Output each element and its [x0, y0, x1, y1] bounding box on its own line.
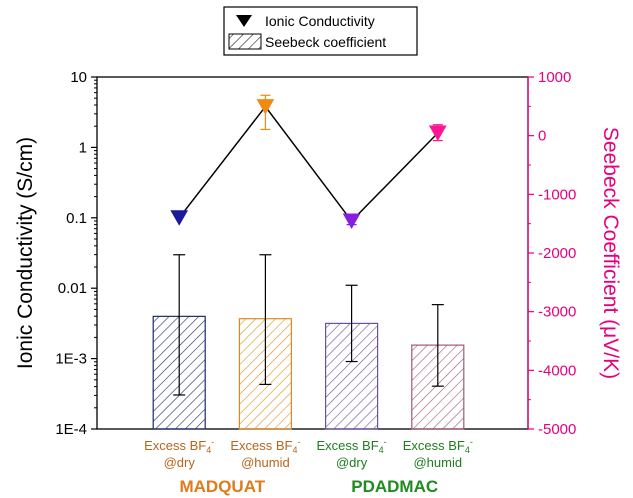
y-left-tick-label: 1 — [79, 139, 87, 156]
legend: Ionic Conductivity Seebeck coefficient — [223, 6, 418, 56]
y-right-tick-label: 0 — [538, 128, 546, 145]
y-axis-label-left: Ionic Conductivity (S/cm) — [14, 137, 37, 369]
category-label-subscript: 4 — [292, 445, 297, 455]
category-label-superscript: - — [470, 437, 473, 447]
ionic-conductivity-series — [170, 94, 447, 230]
ionic-conductivity-point — [256, 99, 275, 115]
right-axis: 1000 0 -1000 -2000 -3000 -4000 -5000 — [527, 69, 576, 438]
ionic-conductivity-point — [428, 125, 447, 142]
y-left-tick-label: 1E-4 — [55, 421, 87, 438]
y-right-tick-label: -5000 — [538, 421, 576, 438]
y-right-tick-label: -2000 — [538, 245, 576, 262]
y-left-tick-label: 10 — [70, 69, 87, 86]
category-label-line2: @dry — [164, 455, 196, 470]
ionic-conductivity-point — [170, 210, 189, 226]
category-label-line1: Excess BF4- — [403, 437, 473, 455]
y-left-tick-label: 0.1 — [66, 210, 87, 227]
legend-marker-seebeck — [228, 33, 262, 50]
category-label-subscript: 4 — [379, 445, 384, 455]
category-label-line2: @dry — [336, 455, 368, 470]
ionic-conductivity-line — [178, 105, 439, 223]
category-label-superscript: - — [384, 437, 387, 447]
y-right-tick-label: 1000 — [538, 69, 571, 86]
y-right-tick-label: -3000 — [538, 304, 576, 321]
category-label-subscript: 4 — [465, 445, 470, 455]
y-right-tick-label: -1000 — [538, 186, 576, 203]
category-label-subscript: 4 — [206, 445, 211, 455]
left-axis: 10 1 0.1 0.01 1E-3 1E-4 — [55, 69, 97, 438]
legend-marker-ionic — [236, 15, 252, 27]
group-label: PDADMAC — [351, 477, 438, 496]
category-label-superscript: - — [297, 437, 300, 447]
group-labels: MADQUAT PDADMAC — [179, 477, 438, 496]
y-left-tick-label: 0.01 — [58, 280, 87, 297]
category-label-line2: @humid — [241, 455, 290, 470]
y-axis-label-right: Seebeck Coefficient (μV/K) — [599, 127, 622, 379]
category-label-line1: Excess BF4- — [144, 437, 214, 455]
bars — [152, 254, 465, 430]
category-label-line1: Excess BF4- — [317, 437, 387, 455]
category-label-line1: Excess BF4- — [230, 437, 300, 455]
legend-label-seebeck: Seebeck coefficient — [265, 34, 386, 50]
category-label-superscript: - — [211, 437, 214, 447]
ionic-conductivity-point — [342, 213, 361, 230]
category-label-line2: @humid — [413, 455, 462, 470]
legend-label-ionic: Ionic Conductivity — [265, 13, 375, 29]
y-left-tick-label: 1E-3 — [55, 351, 87, 368]
group-label: MADQUAT — [179, 477, 265, 496]
y-right-tick-label: -4000 — [538, 362, 576, 379]
